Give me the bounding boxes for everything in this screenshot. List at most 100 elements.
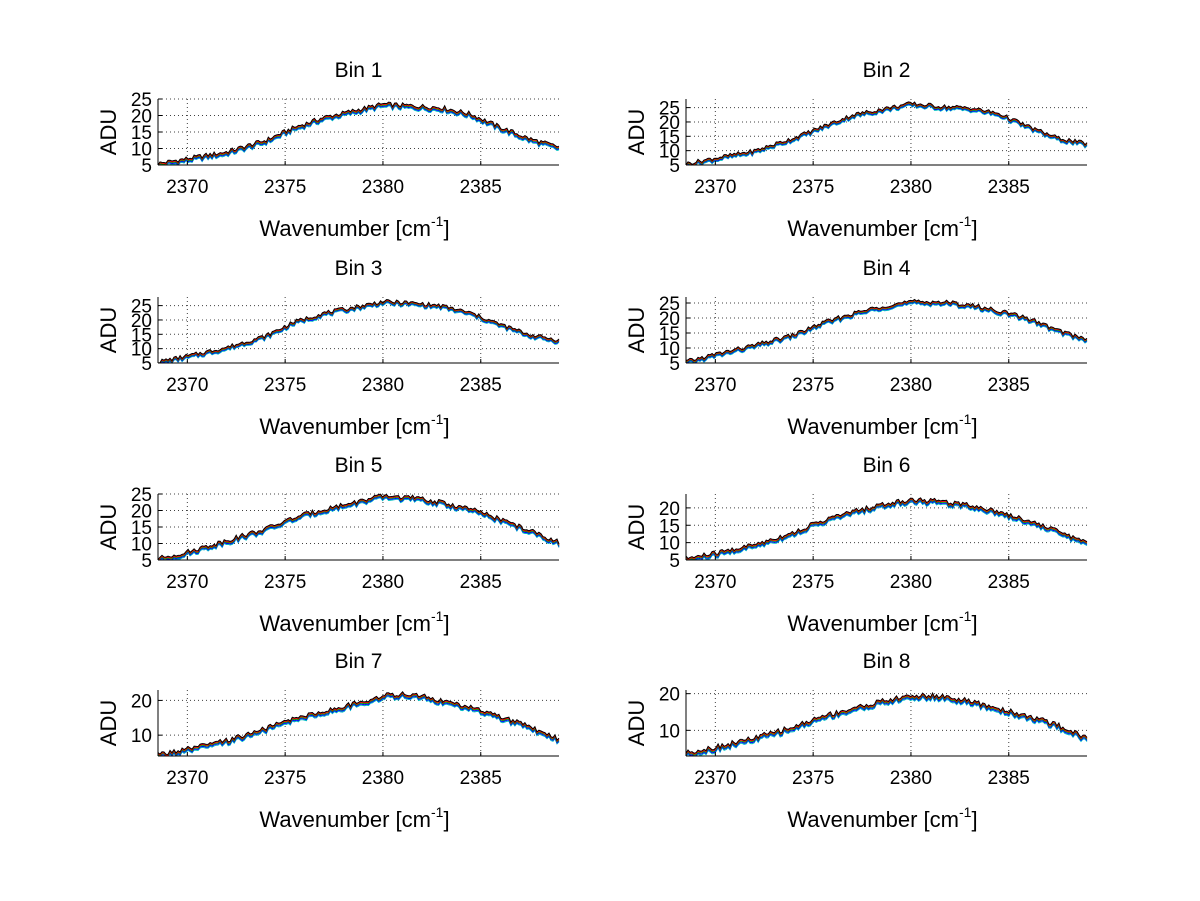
x-tick-label: 2380 — [890, 572, 932, 593]
series-line-1 — [685, 695, 1088, 757]
y-axis-label: ADU — [624, 109, 649, 155]
series-line-3 — [685, 693, 1088, 756]
x-axis-label-close: ] — [971, 611, 977, 636]
y-tick-label: 25 — [131, 485, 152, 506]
y-tick-label: 20 — [131, 691, 152, 712]
series-line-1 — [158, 694, 560, 757]
x-tick-label: 2370 — [166, 375, 208, 396]
y-tick-label: 5 — [669, 551, 680, 572]
x-axis-label-superscript: -1 — [959, 804, 972, 820]
x-tick-label: 2380 — [362, 572, 404, 593]
x-tick-label: 2370 — [166, 768, 208, 789]
x-axis-label-text: Wavenumber [cm — [259, 807, 431, 832]
x-axis-label-close: ] — [443, 807, 449, 832]
x-axis-label-close: ] — [971, 807, 977, 832]
y-tick-label: 10 — [131, 340, 152, 361]
y-tick-label: 10 — [131, 726, 152, 747]
series-line-5 — [685, 497, 1088, 560]
series-line-5 — [157, 101, 560, 166]
series-line-4 — [157, 102, 560, 166]
series-line-3 — [685, 300, 1088, 363]
y-axis-label: ADU — [96, 307, 121, 353]
series-line-5 — [157, 298, 560, 364]
y-axis-label: ADU — [624, 307, 649, 353]
x-tick-label: 2385 — [460, 572, 502, 593]
y-axis-label: ADU — [624, 700, 649, 746]
x-tick-label: 2370 — [694, 375, 736, 396]
series-line-2 — [157, 496, 560, 561]
series-line-1 — [686, 302, 1088, 364]
series-line-4 — [685, 498, 1088, 561]
series-line-2 — [158, 301, 560, 364]
y-tick-label: 10 — [659, 339, 680, 360]
y-tick-label: 15 — [659, 127, 680, 148]
series-line-2 — [685, 694, 1088, 757]
y-tick-label: 15 — [131, 123, 152, 144]
y-axis-label: ADU — [96, 504, 121, 550]
x-tick-label: 2375 — [792, 572, 834, 593]
y-tick-label: 25 — [659, 294, 680, 315]
y-tick-label: 5 — [141, 551, 152, 572]
series-line-1 — [685, 501, 1088, 561]
x-axis-label: Wavenumber [cm-1] — [787, 411, 977, 439]
y-tick-label: 5 — [141, 354, 152, 375]
x-tick-label: 2375 — [264, 768, 306, 789]
x-tick-label: 2370 — [166, 572, 208, 593]
x-axis-label-text: Wavenumber [cm — [787, 807, 959, 832]
x-axis-label-text: Wavenumber [cm — [787, 216, 959, 241]
y-tick-label: 10 — [659, 142, 680, 163]
x-axis-label-text: Wavenumber [cm — [259, 414, 431, 439]
series-line-5 — [685, 691, 1088, 754]
x-tick-label: 2380 — [890, 375, 932, 396]
plot-title: Bin 3 — [335, 257, 383, 280]
y-tick-label: 20 — [659, 309, 680, 330]
x-tick-label: 2375 — [792, 177, 834, 198]
y-tick-label: 20 — [659, 499, 680, 520]
x-axis-label-text: Wavenumber [cm — [259, 611, 431, 636]
x-tick-label: 2370 — [694, 177, 736, 198]
x-axis-label: Wavenumber [cm-1] — [259, 411, 449, 439]
y-tick-label: 20 — [131, 311, 152, 332]
x-axis-label-superscript: -1 — [431, 804, 444, 820]
x-axis-label-superscript: -1 — [431, 213, 444, 229]
series-line-1 — [158, 105, 560, 166]
x-axis-label: Wavenumber [cm-1] — [259, 608, 449, 636]
series-line-2 — [685, 301, 1088, 364]
y-tick-label: 10 — [131, 140, 152, 161]
y-tick-label: 10 — [659, 534, 680, 555]
x-axis-label: Wavenumber [cm-1] — [259, 213, 449, 241]
series-line-3 — [157, 103, 560, 166]
subplot-bin-8: Bin 8 2370 2375 2380 2385 10 20 ADU Wavenumber [… — [624, 650, 1088, 832]
x-tick-label: 2370 — [694, 572, 736, 593]
x-axis-label-close: ] — [971, 216, 977, 241]
series-line-2 — [685, 500, 1088, 561]
y-tick-label: 5 — [669, 156, 680, 177]
subplot-bin-7: Bin 7 2370 2375 2380 2385 10 20 ADU Wavenumber [… — [96, 650, 560, 832]
y-tick-label: 20 — [659, 113, 680, 134]
series-line-5 — [685, 298, 1088, 361]
y-tick-label: 20 — [659, 685, 680, 706]
series-line-3 — [158, 300, 560, 364]
x-tick-label: 2370 — [694, 768, 736, 789]
x-tick-label: 2385 — [988, 572, 1030, 593]
x-tick-label: 2375 — [792, 375, 834, 396]
x-axis-label-superscript: -1 — [959, 213, 972, 229]
plot-title: Bin 6 — [863, 454, 911, 477]
x-axis-label: Wavenumber [cm-1] — [787, 804, 977, 832]
y-tick-label: 10 — [131, 535, 152, 556]
y-tick-label: 25 — [659, 99, 680, 120]
series-line-4 — [157, 691, 560, 756]
x-axis-label-superscript: -1 — [959, 608, 972, 624]
x-axis-label-close: ] — [443, 216, 449, 241]
plot-title: Bin 7 — [335, 650, 383, 673]
x-tick-label: 2375 — [264, 177, 306, 198]
y-tick-label: 5 — [141, 156, 152, 177]
x-axis-label-close: ] — [443, 414, 449, 439]
x-tick-label: 2385 — [460, 768, 502, 789]
